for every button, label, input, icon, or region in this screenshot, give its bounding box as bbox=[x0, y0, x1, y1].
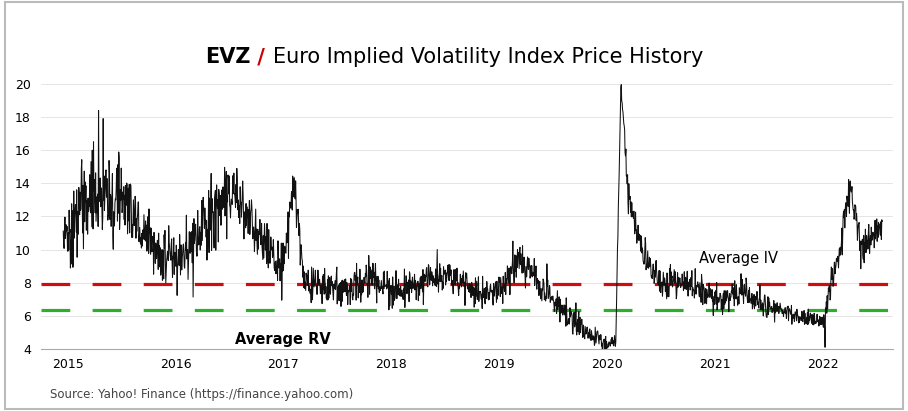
Text: EVZ: EVZ bbox=[205, 47, 251, 67]
Text: Average IV: Average IV bbox=[699, 251, 778, 266]
Text: Euro Implied Volatility Index Price History: Euro Implied Volatility Index Price Hist… bbox=[272, 47, 703, 67]
Text: Average RV: Average RV bbox=[235, 332, 331, 347]
Text: /: / bbox=[251, 47, 272, 67]
Text: Source: Yahoo! Finance (https://finance.yahoo.com): Source: Yahoo! Finance (https://finance.… bbox=[50, 388, 353, 401]
